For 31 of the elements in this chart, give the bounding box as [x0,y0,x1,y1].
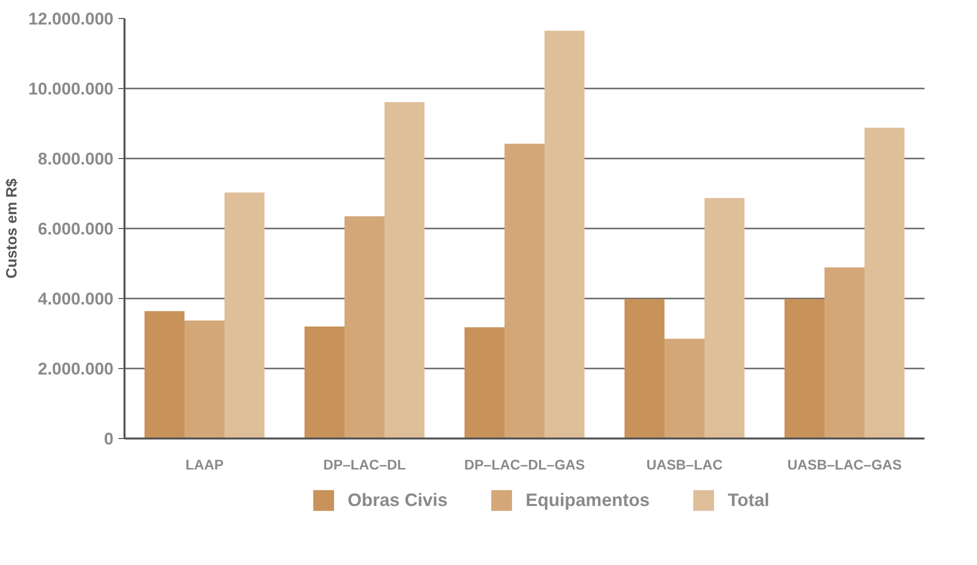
y-tick-label: 8.000.000 [38,150,114,168]
bar [624,298,664,438]
x-tick-label: LAAP [185,456,224,472]
x-tick-label: UASB–LAC–GAS [787,456,902,472]
bar [504,144,544,438]
x-tick-label: DP–LAC–DL–GAS [464,456,585,472]
y-tick-label: 0 [104,430,114,448]
bar [664,338,704,438]
legend-label: Obras Civis [348,490,448,510]
bar [224,192,264,438]
y-tick-label: 4.000.000 [38,290,114,308]
bar [824,267,864,438]
bar [704,198,744,438]
x-tick-label: DP–LAC–DL [323,456,406,472]
bar [384,102,424,438]
bar [304,326,344,438]
x-tick-label: UASB–LAC [646,456,723,472]
bar [464,327,504,438]
bar [864,128,904,438]
bar [184,320,224,438]
bar [784,298,824,438]
bar [544,30,584,438]
y-tick-label: 10.000.000 [28,80,114,98]
bar [344,216,384,438]
y-axis-title: Custos em R$ [3,178,20,279]
y-tick-label: 6.000.000 [38,220,114,238]
y-tick-label: 2.000.000 [38,360,114,378]
legend-label: Equipamentos [526,490,650,510]
legend-label: Total [728,490,770,510]
y-tick-label: 12.000.000 [28,10,114,28]
bar [144,311,184,438]
